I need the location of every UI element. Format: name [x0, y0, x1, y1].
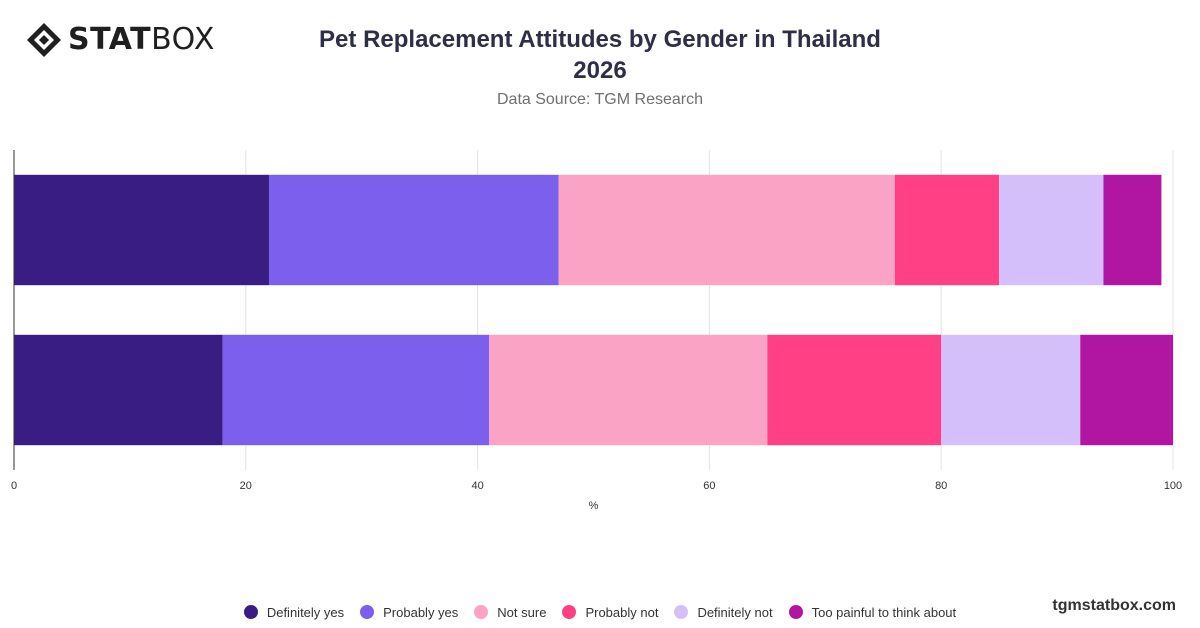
bar-segment	[14, 174, 269, 286]
x-tick-label: 0	[11, 480, 17, 492]
legend-label: Probably yes	[383, 604, 459, 620]
legend-swatch-icon	[788, 605, 803, 619]
legend-swatch-icon	[474, 605, 489, 619]
chart-title: Pet Replacement Attitudes by Gender in T…	[290, 24, 910, 86]
legend-item[interactable]: Probably yes	[360, 605, 458, 620]
bar-segment	[268, 174, 559, 286]
bar-segment	[767, 334, 942, 446]
legend-label: Definitely yes	[266, 604, 345, 620]
bar-segment	[1103, 174, 1162, 286]
x-tick-label: 60	[703, 480, 715, 492]
legend-label: Probably not	[585, 604, 659, 620]
legend-item[interactable]: Too painful to think about	[788, 604, 957, 620]
legend-label: Too painful to think about	[811, 604, 957, 620]
logo-wordmark: STATBOX	[68, 22, 215, 58]
legend-swatch-icon	[562, 605, 577, 619]
legend-swatch-icon	[360, 605, 375, 619]
chart-title-line2: 2026	[573, 57, 627, 84]
legend-label: Definitely not	[697, 604, 773, 620]
bar-segment	[14, 334, 223, 446]
logo-text-light: BOX	[151, 22, 215, 57]
legend-items: Definitely yes Probably yes Not sure Probab…	[236, 605, 964, 620]
bar-segment	[894, 174, 1000, 286]
x-axis-label: %	[589, 500, 599, 512]
chart-subtitle: Data Source: TGM Research	[496, 91, 703, 108]
legend-swatch-icon	[674, 605, 689, 619]
bar-segment	[999, 174, 1104, 286]
x-tick-label: 100	[1164, 480, 1182, 492]
legend-item[interactable]: Definitely not	[674, 604, 773, 620]
brand-url: tgmstatbox.com	[1052, 597, 1176, 614]
diamond-logo-icon	[27, 23, 61, 57]
legend-label: Not sure	[497, 604, 547, 620]
legend-swatch-icon	[243, 605, 258, 619]
chart-legend: Definitely yes Probably yes Not sure Probab…	[0, 602, 1200, 622]
x-tick-label: 40	[471, 480, 483, 492]
x-tick-label: 20	[240, 480, 252, 492]
bar-segment	[1080, 334, 1173, 446]
chart-title-line1: Pet Replacement Attitudes by Gender in T…	[319, 26, 881, 53]
bar-segment	[558, 174, 895, 286]
logo-text-bold: STAT	[68, 22, 152, 57]
legend-item[interactable]: Probably not	[562, 605, 658, 620]
statbox-logo: STATBOX	[26, 22, 215, 58]
x-tick-label: 80	[935, 480, 947, 492]
bar-segment	[489, 334, 768, 446]
legend-item[interactable]: Not sure	[474, 605, 546, 620]
bar-segment	[222, 334, 490, 446]
bar-segment	[941, 334, 1081, 446]
legend-item[interactable]: Definitely yes	[243, 604, 345, 620]
